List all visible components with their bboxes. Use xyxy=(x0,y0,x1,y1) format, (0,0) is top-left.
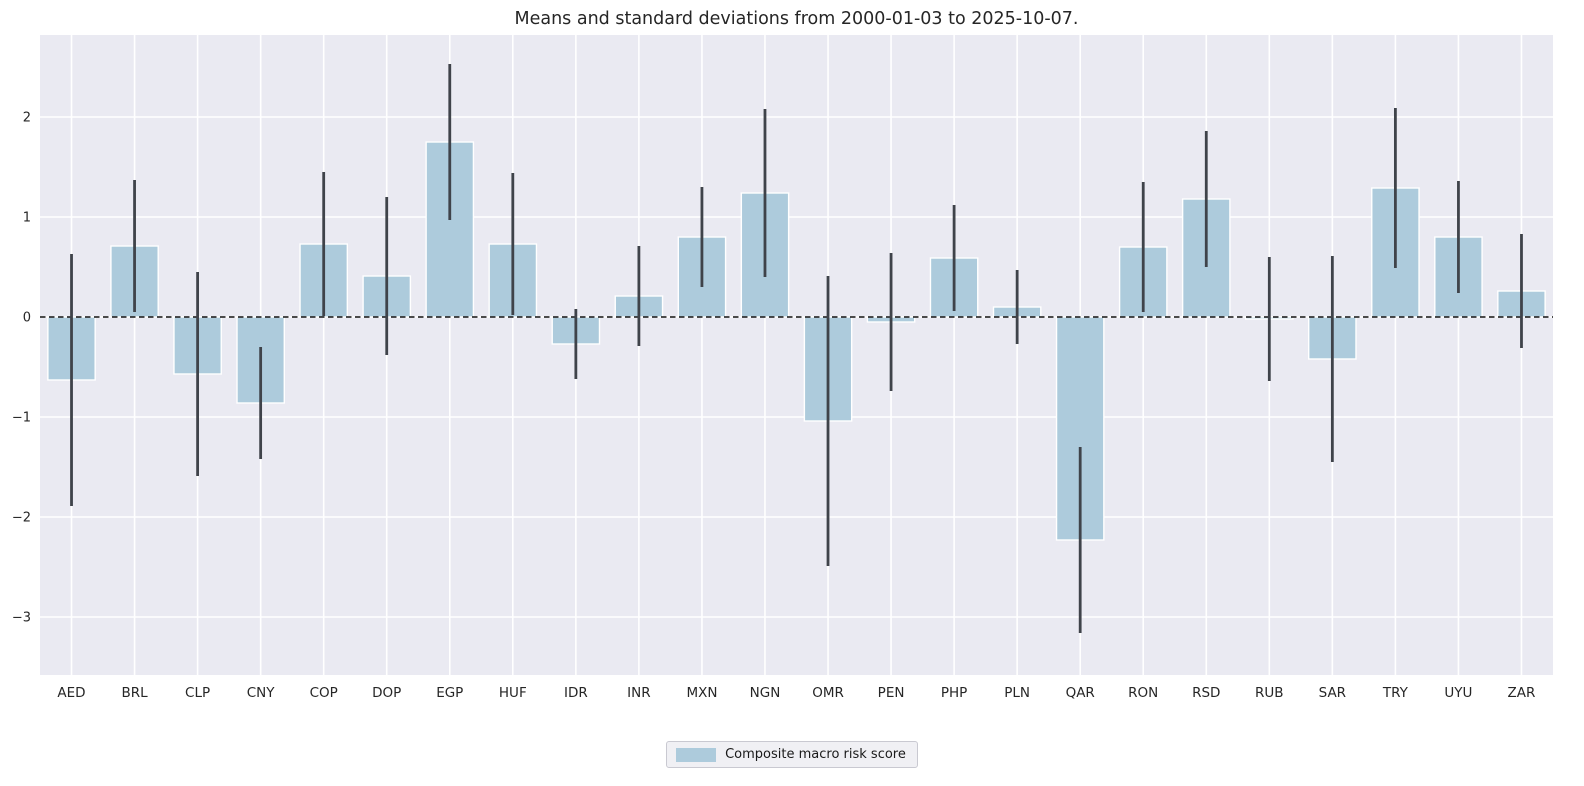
x-tick-label-RON: RON xyxy=(1128,685,1158,701)
x-tick-label-ZAR: ZAR xyxy=(1508,685,1536,701)
y-tick-label: −2 xyxy=(12,511,31,526)
x-tick-label-NGN: NGN xyxy=(750,685,781,701)
x-tick-label-PHP: PHP xyxy=(941,685,967,701)
x-tick-label-PEN: PEN xyxy=(878,685,905,701)
x-tick-label-MXN: MXN xyxy=(686,685,717,701)
y-tick-label: −3 xyxy=(12,611,31,626)
x-tick-label-EGP: EGP xyxy=(436,685,463,701)
x-tick-label-TRY: TRY xyxy=(1382,685,1409,701)
plot-area xyxy=(40,35,1553,675)
y-tick-label: 1 xyxy=(23,211,31,226)
legend-label: Composite macro risk score xyxy=(725,747,906,762)
x-tick-label-OMR: OMR xyxy=(812,685,844,701)
x-tick-label-QAR: QAR xyxy=(1066,685,1095,701)
x-tick-label-CLP: CLP xyxy=(185,685,210,701)
legend-swatch-icon xyxy=(676,747,717,762)
chart-title: Means and standard deviations from 2000-… xyxy=(514,9,1079,29)
legend-box: Composite macro risk score xyxy=(666,741,918,768)
legend: Composite macro risk score xyxy=(0,741,1584,768)
x-tick-label-AED: AED xyxy=(57,685,85,701)
x-tick-label-PLN: PLN xyxy=(1004,685,1030,701)
x-tick-label-DOP: DOP xyxy=(372,685,401,701)
x-tick-label-BRL: BRL xyxy=(121,685,148,701)
x-tick-label-CNY: CNY xyxy=(247,685,276,701)
x-tick-label-RSD: RSD xyxy=(1192,685,1220,701)
x-tick-label-RUB: RUB xyxy=(1255,685,1284,701)
y-tick-label: 0 xyxy=(23,311,31,326)
x-tick-label-COP: COP xyxy=(310,685,338,701)
y-tick-label: −1 xyxy=(12,411,31,426)
x-tick-label-HUF: HUF xyxy=(499,685,527,701)
x-tick-label-INR: INR xyxy=(627,685,650,701)
x-tick-label-UYU: UYU xyxy=(1444,685,1472,701)
y-tick-label: 2 xyxy=(23,111,31,126)
x-tick-label-SAR: SAR xyxy=(1319,685,1346,701)
x-tick-label-IDR: IDR xyxy=(564,685,588,701)
